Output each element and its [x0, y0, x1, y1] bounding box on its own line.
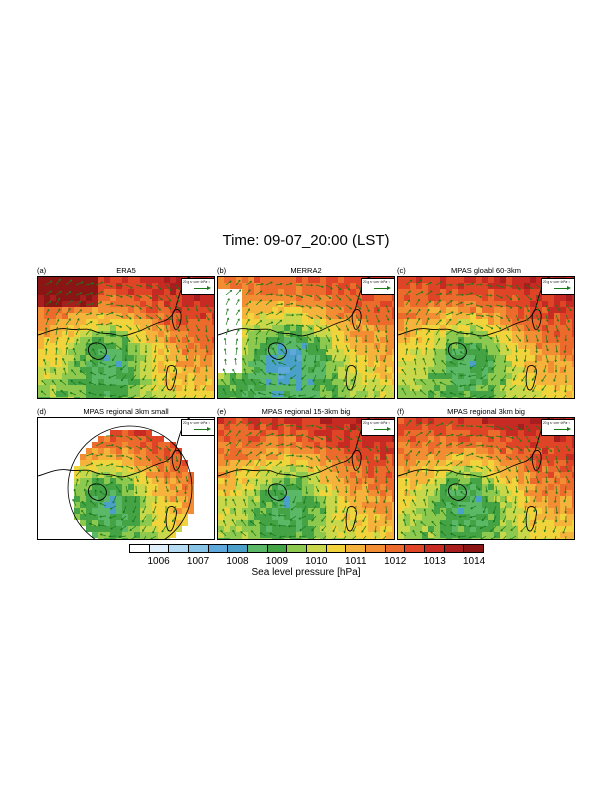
coastline: [531, 449, 542, 471]
colorbar-swatch: [130, 545, 150, 552]
colorbar-swatch: [149, 545, 170, 552]
colorbar-tick-labels: 1006 1007 1008 1009 1010 1011 1012 1013 1014: [0, 556, 612, 568]
colorbar-tick-label: 1007: [186, 556, 210, 567]
panel-f-map: 20 g s⁻¹cm⁻¹hPa⁻¹: [397, 417, 575, 540]
reference-arrow-icon: [194, 426, 211, 433]
panel-e-title: MPAS regional 15-3km big: [261, 407, 351, 416]
reference-vector-box: 20 g s⁻¹cm⁻¹hPa⁻¹: [361, 419, 394, 436]
panel-c-label: (c): [397, 266, 406, 275]
colorbar-swatch: [326, 545, 347, 552]
map-canvas: [38, 277, 214, 398]
coastline: [447, 342, 467, 360]
panel-c-title: MPAS gloabl 60-3km: [451, 266, 521, 275]
coastline: [267, 342, 287, 360]
coastline: [267, 483, 287, 501]
coastline: [398, 418, 551, 478]
panel-e-label: (e): [217, 407, 227, 416]
colorbar-swatch: [307, 545, 327, 552]
map-canvas: [398, 418, 574, 539]
colorbar-tick-label: 1013: [423, 556, 446, 567]
panel-a-label: (a): [37, 266, 47, 275]
panel-f-title: MPAS regional 3km big: [447, 407, 525, 416]
colorbar-swatch: [267, 545, 288, 552]
coastline: [218, 277, 371, 337]
map-canvas: [398, 277, 574, 398]
wind-vectors: [40, 278, 211, 398]
reference-vector-box: 20 g s⁻¹cm⁻¹hPa⁻¹: [541, 419, 574, 436]
colorbar-tick-label: 1014: [463, 556, 486, 567]
reference-vector-label: 20 g s⁻¹cm⁻¹hPa⁻¹: [363, 280, 390, 284]
map-canvas: [38, 418, 214, 539]
wind-vectors: [72, 434, 189, 539]
colorbar-swatch: [208, 545, 229, 552]
panel-b-map: 20 g s⁻¹cm⁻¹hPa⁻¹: [217, 276, 395, 399]
map-canvas: [218, 418, 394, 539]
panel-b-label: (b): [217, 266, 227, 275]
colorbar-swatch: [228, 545, 249, 552]
reference-arrow-icon: [554, 285, 571, 292]
reference-vector-label: 20 g s⁻¹cm⁻¹hPa⁻¹: [183, 421, 210, 425]
reference-vector-box: 20 g s⁻¹cm⁻¹hPa⁻¹: [361, 278, 394, 295]
coastline: [398, 277, 551, 337]
reference-vector-label: 20 g s⁻¹cm⁻¹hPa⁻¹: [183, 280, 210, 284]
colorbar-tick-label: 1012: [384, 556, 407, 567]
colorbar-tick-label: 1011: [345, 556, 367, 567]
colorbar-tick-label: 1010: [305, 556, 328, 567]
colorbar-swatch: [287, 545, 308, 552]
reference-vector-box: 20 g s⁻¹cm⁻¹hPa⁻¹: [181, 419, 214, 436]
reference-arrow-icon: [374, 426, 391, 433]
figure-title: Time: 09-07_20:00 (LST): [222, 232, 390, 249]
reference-arrow-icon: [554, 426, 571, 433]
colorbar-title: Sea level pressure [hPa]: [251, 567, 361, 578]
panel-e-map: 20 g s⁻¹cm⁻¹hPa⁻¹: [217, 417, 395, 540]
panel-d-map: 20 g s⁻¹cm⁻¹hPa⁻¹: [37, 417, 215, 540]
map-canvas: [218, 277, 394, 398]
panel-b-title: MERRA2: [290, 266, 322, 275]
colorbar-swatch: [425, 545, 445, 552]
panel-f-label: (f): [397, 407, 405, 416]
colorbar-swatch: [385, 545, 406, 552]
colorbar: [129, 544, 484, 553]
reference-vector-label: 20 g s⁻¹cm⁻¹hPa⁻¹: [543, 421, 570, 425]
colorbar-swatch: [346, 545, 367, 552]
colorbar-swatch: [405, 545, 426, 552]
reference-arrow-icon: [194, 285, 211, 292]
coastline: [345, 364, 357, 391]
colorbar-swatch: [248, 545, 268, 552]
panel-c-map: 20 g s⁻¹cm⁻¹hPa⁻¹: [397, 276, 575, 399]
coastline: [447, 483, 467, 501]
wind-vectors: [221, 279, 390, 398]
colorbar-tick-label: 1009: [265, 556, 289, 567]
colorbar-tick-label: 1008: [226, 556, 249, 567]
panel-d-label: (d): [37, 407, 47, 416]
colorbar-swatch: [169, 545, 190, 552]
colorbar-swatch: [444, 545, 465, 552]
coastline: [345, 505, 357, 532]
coastline: [165, 364, 177, 391]
wind-vectors: [400, 419, 571, 539]
reference-arrow-icon: [374, 285, 391, 292]
coastline: [87, 342, 107, 360]
wind-vectors: [401, 279, 572, 398]
reference-vector-box: 20 g s⁻¹cm⁻¹hPa⁻¹: [181, 278, 214, 295]
panel-d-title: MPAS regional 3km small: [83, 407, 169, 416]
coastline: [351, 449, 362, 471]
coastline: [165, 505, 177, 532]
reference-vector-box: 20 g s⁻¹cm⁻¹hPa⁻¹: [541, 278, 574, 295]
coastline: [525, 364, 537, 391]
colorbar-swatch: [189, 545, 209, 552]
panel-a-title: ERA5: [116, 266, 136, 275]
wind-vectors: [220, 420, 390, 539]
coastline: [87, 483, 107, 501]
panel-a-map: 20 g s⁻¹cm⁻¹hPa⁻¹: [37, 276, 215, 399]
reference-vector-label: 20 g s⁻¹cm⁻¹hPa⁻¹: [543, 280, 570, 284]
coastline: [525, 505, 537, 532]
colorbar-swatch: [366, 545, 386, 552]
colorbar-swatch: [464, 545, 484, 552]
colorbar-tick-label: 1006: [147, 556, 170, 567]
reference-vector-label: 20 g s⁻¹cm⁻¹hPa⁻¹: [363, 421, 390, 425]
